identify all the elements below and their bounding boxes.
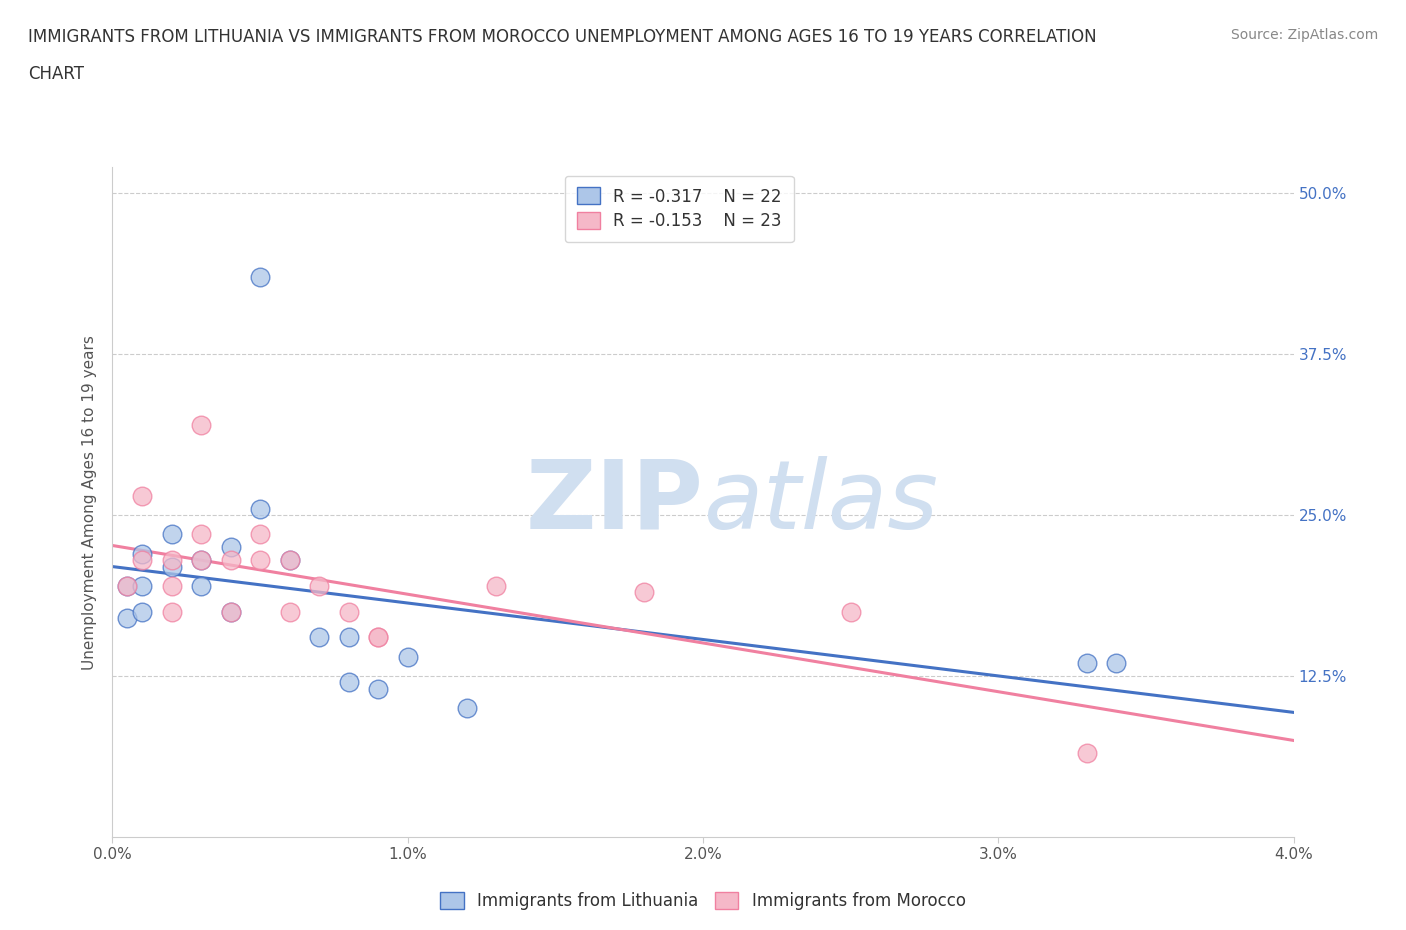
Point — [367, 630, 389, 644]
Point — [249, 527, 271, 542]
Point — [396, 649, 419, 664]
Point — [160, 604, 183, 619]
Point — [278, 552, 301, 567]
Point — [131, 578, 153, 593]
Point — [337, 675, 360, 690]
Point — [367, 630, 389, 644]
Point — [337, 604, 360, 619]
Point — [278, 552, 301, 567]
Point — [117, 578, 138, 593]
Point — [337, 630, 360, 644]
Point — [249, 552, 271, 567]
Point — [249, 501, 271, 516]
Point — [160, 559, 183, 574]
Point — [160, 578, 183, 593]
Point — [485, 578, 508, 593]
Text: ZIP: ZIP — [524, 456, 703, 549]
Legend: Immigrants from Lithuania, Immigrants from Morocco: Immigrants from Lithuania, Immigrants fr… — [433, 885, 973, 917]
Point — [839, 604, 862, 619]
Point — [219, 604, 242, 619]
Point — [117, 611, 138, 626]
Point — [278, 604, 301, 619]
Point — [190, 552, 212, 567]
Point — [456, 701, 478, 716]
Point — [131, 552, 153, 567]
Point — [1076, 656, 1098, 671]
Point — [131, 546, 153, 561]
Text: CHART: CHART — [28, 65, 84, 83]
Point — [190, 552, 212, 567]
Y-axis label: Unemployment Among Ages 16 to 19 years: Unemployment Among Ages 16 to 19 years — [82, 335, 97, 670]
Point — [160, 552, 183, 567]
Point — [117, 578, 138, 593]
Point — [1105, 656, 1128, 671]
Point — [308, 578, 330, 593]
Text: atlas: atlas — [703, 456, 938, 549]
Point — [190, 527, 212, 542]
Text: Source: ZipAtlas.com: Source: ZipAtlas.com — [1230, 28, 1378, 42]
Point — [308, 630, 330, 644]
Point — [131, 488, 153, 503]
Point — [190, 418, 212, 432]
Point — [131, 604, 153, 619]
Point — [249, 270, 271, 285]
Legend: R = -0.317    N = 22, R = -0.153    N = 23: R = -0.317 N = 22, R = -0.153 N = 23 — [565, 176, 793, 242]
Point — [1076, 746, 1098, 761]
Point — [633, 585, 655, 600]
Point — [219, 539, 242, 554]
Text: IMMIGRANTS FROM LITHUANIA VS IMMIGRANTS FROM MOROCCO UNEMPLOYMENT AMONG AGES 16 : IMMIGRANTS FROM LITHUANIA VS IMMIGRANTS … — [28, 28, 1097, 46]
Point — [367, 682, 389, 697]
Point — [219, 552, 242, 567]
Point — [219, 604, 242, 619]
Point — [190, 578, 212, 593]
Point — [160, 527, 183, 542]
